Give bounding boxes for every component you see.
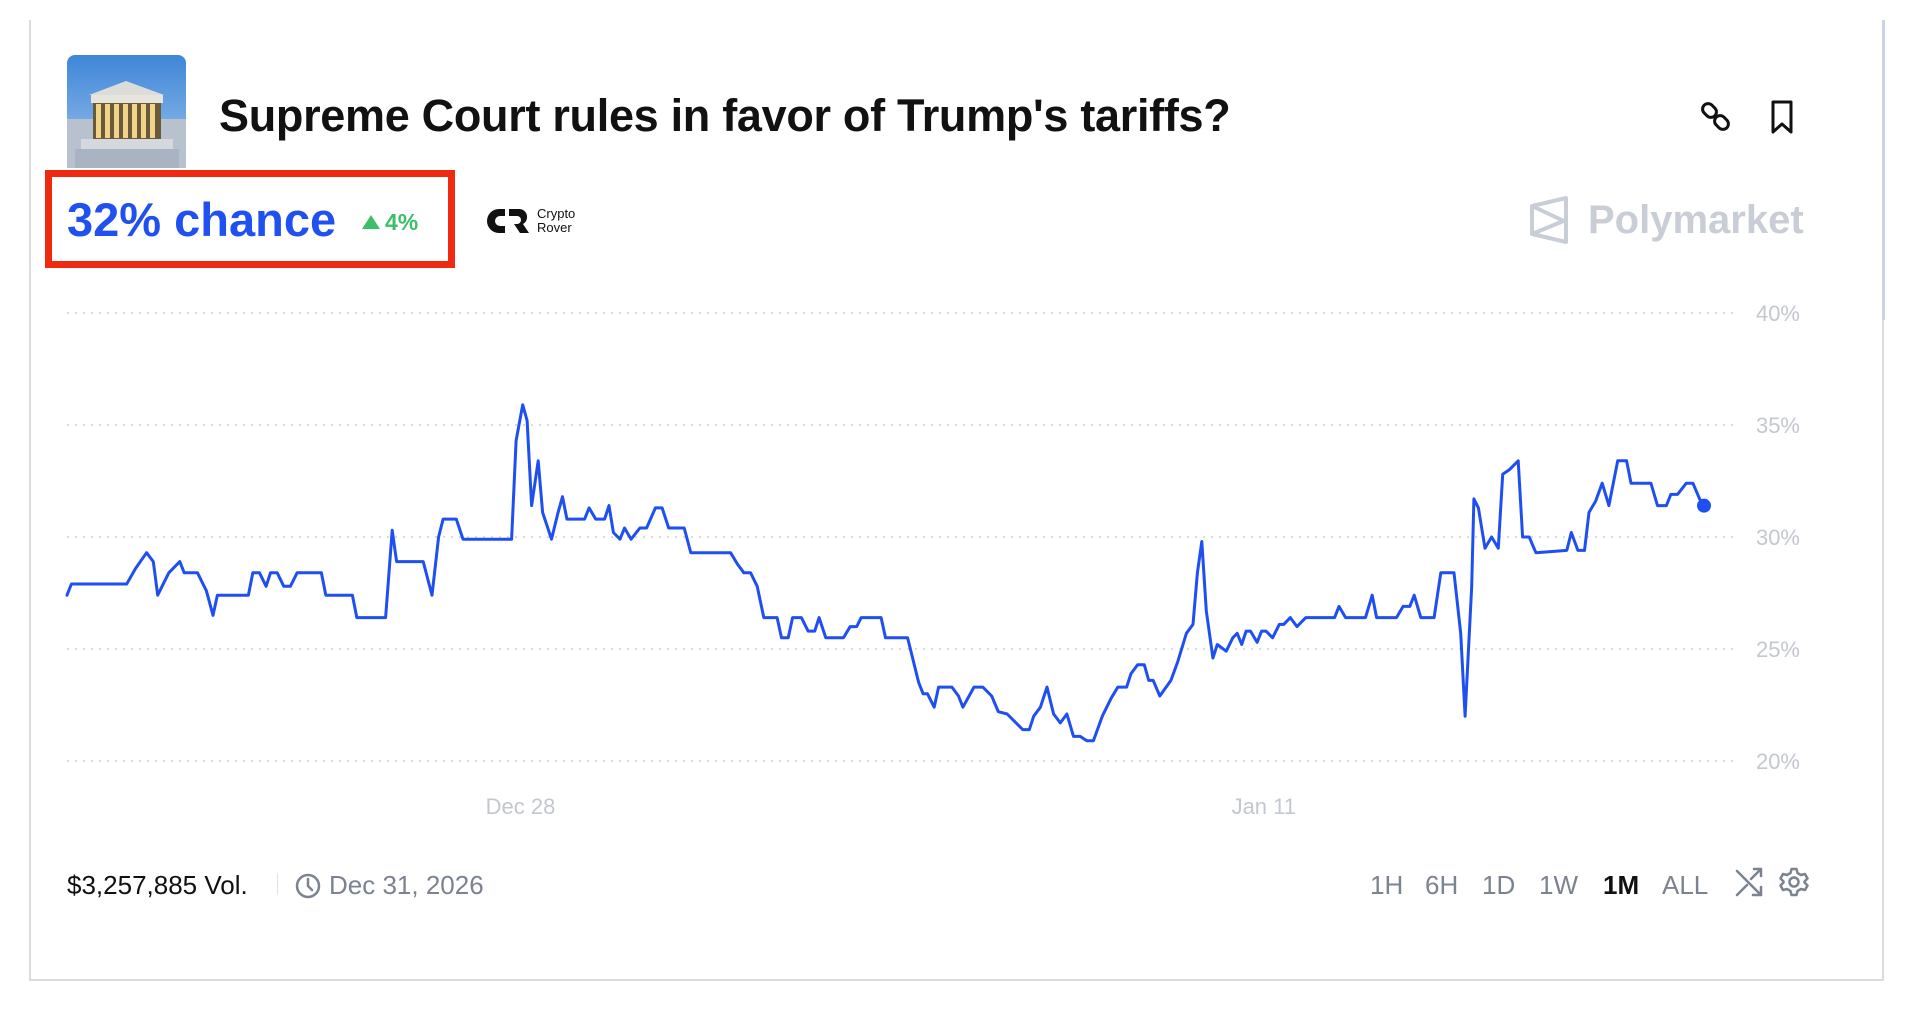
crypto-rover-line1: Crypto xyxy=(537,206,576,221)
gear-icon[interactable] xyxy=(1778,866,1810,898)
y-tick-label: 25% xyxy=(1756,637,1800,662)
x-tick-label: Jan 11 xyxy=(1232,794,1296,819)
link-icon[interactable] xyxy=(1696,97,1736,137)
range-1m[interactable]: 1M xyxy=(1603,870,1640,900)
market-title: Supreme Court rules in favor of Trump's … xyxy=(219,90,1231,141)
end-date: Dec 31, 2026 xyxy=(329,870,484,900)
range-1d[interactable]: 1D xyxy=(1482,870,1516,900)
y-tick-label: 40% xyxy=(1756,301,1800,326)
polymarket-watermark: Polymarket xyxy=(1588,198,1804,242)
arrow-up-icon xyxy=(362,215,380,229)
y-tick-label: 20% xyxy=(1756,749,1800,774)
market-card xyxy=(29,20,1884,981)
crypto-rover-logo xyxy=(487,205,533,242)
chance-change: 4% xyxy=(362,209,418,236)
range-1w[interactable]: 1W xyxy=(1539,870,1578,900)
current-point-marker xyxy=(1697,498,1711,513)
range-6h[interactable]: 6H xyxy=(1425,870,1459,900)
price-line xyxy=(65,403,1706,743)
market-thumbnail xyxy=(67,55,186,168)
footer-divider xyxy=(277,873,278,895)
chance-change-value: 4% xyxy=(385,209,419,235)
volume: $3,257,885 Vol. xyxy=(67,870,248,900)
y-tick-label: 35% xyxy=(1756,413,1800,438)
scroll-edge xyxy=(1882,20,1885,320)
y-tick-label: 30% xyxy=(1756,525,1800,550)
chance-value: 32% chance xyxy=(67,193,337,246)
x-tick-label: Dec 28 xyxy=(486,794,556,819)
crypto-rover-line2: Rover xyxy=(537,220,572,235)
range-1h[interactable]: 1H xyxy=(1370,870,1404,900)
shuffle-icon[interactable] xyxy=(1733,866,1765,898)
highlight-box xyxy=(45,170,455,268)
crypto-rover-text: Crypto Rover xyxy=(537,207,575,235)
polymarket-logo-icon xyxy=(1528,196,1572,249)
range-all[interactable]: ALL xyxy=(1662,870,1709,900)
bookmark-icon[interactable] xyxy=(1762,97,1802,137)
clock-icon xyxy=(294,872,322,905)
